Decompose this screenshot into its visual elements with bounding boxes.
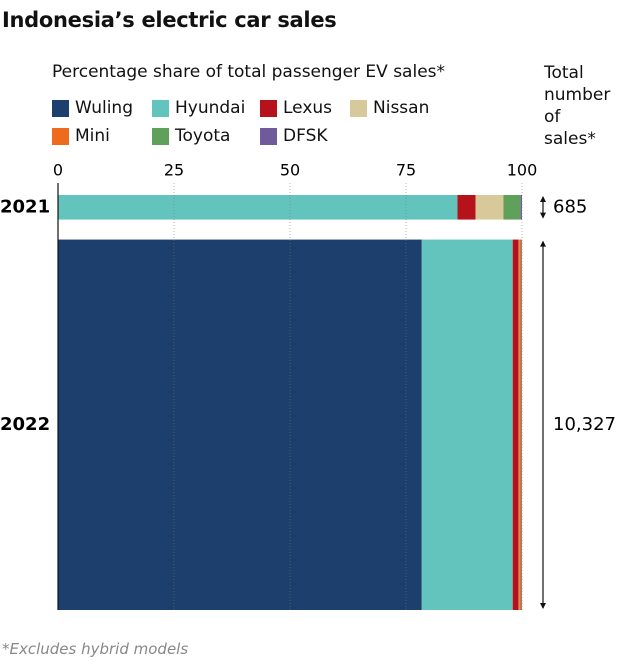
legend-swatch bbox=[52, 99, 69, 117]
legend-label: DFSK bbox=[283, 126, 328, 146]
x-tick-label: 50 bbox=[280, 161, 300, 180]
legend-item: Toyota bbox=[152, 122, 260, 150]
legend-swatch bbox=[152, 99, 169, 117]
bar-segment bbox=[503, 195, 521, 220]
legend-item: Lexus bbox=[260, 94, 350, 122]
bar-segment bbox=[475, 195, 504, 220]
arrow-head bbox=[540, 212, 546, 219]
bar-segment bbox=[58, 195, 458, 220]
bar-segment bbox=[58, 239, 422, 610]
bar-segment bbox=[520, 195, 522, 220]
legend-swatch bbox=[260, 127, 277, 145]
x-tick-label: 25 bbox=[164, 161, 184, 180]
legend-item: Nissan bbox=[350, 94, 450, 122]
category-label: 2021 bbox=[0, 196, 50, 217]
legend-swatch bbox=[350, 99, 367, 117]
legend-label: Hyundai bbox=[175, 98, 246, 118]
x-tick-label: 100 bbox=[507, 161, 538, 180]
total-arrow bbox=[540, 240, 546, 609]
total-label: 10,327 bbox=[553, 414, 616, 435]
x-tick-label: 75 bbox=[396, 161, 416, 180]
arrow-head bbox=[540, 603, 546, 609]
legend-label: Toyota bbox=[175, 126, 231, 146]
arrow-head bbox=[540, 196, 546, 202]
footnote: *Excludes hybrid models bbox=[2, 640, 189, 658]
arrow-head bbox=[540, 240, 546, 247]
bar-segment bbox=[512, 239, 519, 610]
legend-label: Mini bbox=[75, 126, 110, 146]
legend-label: Lexus bbox=[283, 98, 333, 118]
bar-segment bbox=[421, 239, 513, 610]
chart-subtitle: Percentage share of total passenger EV s… bbox=[52, 62, 446, 82]
legend-swatch bbox=[152, 127, 169, 145]
legend-swatch bbox=[260, 99, 277, 117]
chart-title: Indonesia’s electric car sales bbox=[2, 8, 337, 32]
x-tick-label: 0 bbox=[53, 161, 63, 180]
total-label: 685 bbox=[553, 196, 587, 217]
bar-segment bbox=[457, 195, 476, 220]
legend-item: Hyundai bbox=[152, 94, 260, 122]
bar-segment bbox=[519, 239, 522, 610]
legend-swatch bbox=[52, 127, 69, 145]
legend-item: Wuling bbox=[52, 94, 152, 122]
legend-label: Wuling bbox=[75, 98, 133, 118]
category-label: 2022 bbox=[0, 414, 50, 435]
legend-item: Mini bbox=[52, 122, 152, 150]
legend-label: Nissan bbox=[373, 98, 430, 118]
total-arrow bbox=[540, 196, 546, 219]
totals-label: Total number of sales* bbox=[544, 63, 611, 149]
legend: Wuling Hyundai Lexus Nissan Mini Toyota DFSK bbox=[52, 94, 492, 150]
legend-item: DFSK bbox=[260, 122, 350, 150]
